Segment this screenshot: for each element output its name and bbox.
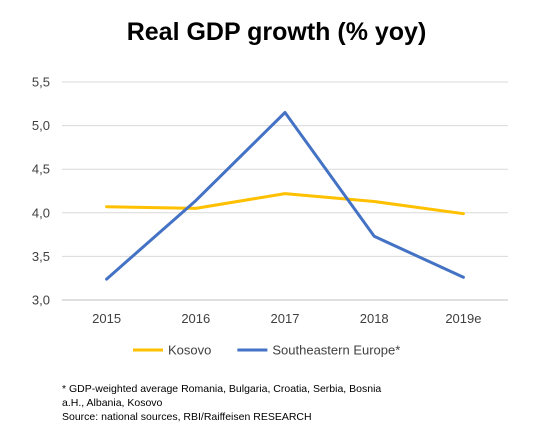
x-tick-label: 2015 [92,311,121,326]
footnote: * GDP-weighted average Romania, Bulgaria… [62,382,381,424]
y-tick-label: 5,0 [32,118,50,133]
x-tick-label: 2016 [181,311,210,326]
x-tick-label: 2019e [445,311,481,326]
y-tick-label: 5,5 [32,75,50,90]
y-tick-label: 4,5 [32,162,50,177]
series-line-1 [105,111,465,281]
gridlines [62,81,508,301]
x-tick-label: 2018 [360,311,389,326]
y-tick-label: 3,5 [32,249,50,264]
y-tick-label: 3,0 [32,293,50,308]
series-line-0 [105,192,465,216]
legend: Kosovo Southeastern Europe* [133,343,400,358]
footnote-line-2: a.H., Albania, Kosovo [62,397,163,409]
x-axis-tick-labels: 2015 2016 2017 2018 2019e [92,311,481,326]
legend-label-1: Southeastern Europe* [272,343,400,358]
y-axis-tick-labels: 3,0 3,5 4,0 4,5 5,0 5,5 [32,75,50,308]
x-tick-label: 2017 [271,311,300,326]
legend-label-0: Kosovo [168,343,211,358]
series-lines [105,111,465,281]
footnote-line-1: * GDP-weighted average Romania, Bulgaria… [62,383,382,395]
y-tick-label: 4,0 [32,205,50,220]
chart-title: Real GDP growth (% yoy) [126,18,427,46]
footnote-line-3: Source: national sources, RBI/Raiffeisen… [62,411,312,423]
